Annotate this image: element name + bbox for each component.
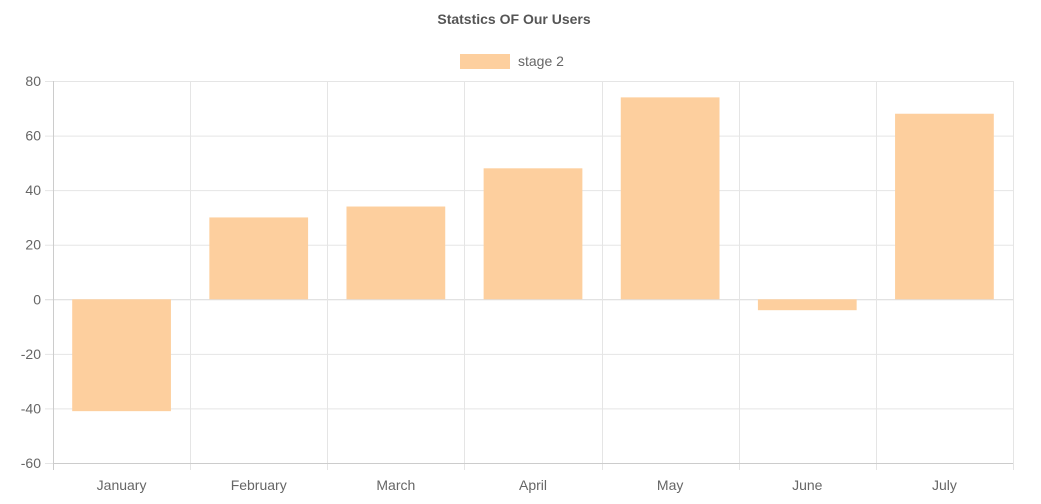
bar-july[interactable] [895,113,994,300]
y-tick-label: -40 [21,400,41,416]
x-tick-label: May [657,477,683,493]
bar-june[interactable] [757,299,857,311]
legend-swatch [460,54,510,69]
y-tick-label: -20 [21,346,41,362]
y-tick-label: -60 [21,455,41,471]
bars [72,97,994,412]
legend-label: stage 2 [518,53,564,69]
x-tick-label: July [932,477,957,493]
x-tick-label: February [231,477,287,493]
x-tick-label: April [519,477,547,493]
y-tick-label: 0 [33,291,41,307]
y-tick-label: 40 [25,182,41,198]
bar-february[interactable] [209,217,309,300]
x-tick-label: June [792,477,823,493]
bar-january[interactable] [72,299,171,412]
y-tick-label: 60 [25,128,41,144]
bar-may[interactable] [620,97,720,300]
y-tick-label: 20 [25,237,41,253]
y-axis: 80 60 40 20 0 -20 -40 -60 [21,73,41,471]
x-tick-label: March [376,477,415,493]
x-tick-label: January [97,477,147,493]
x-axis: January February March April May June July [97,477,957,493]
legend[interactable]: stage 2 [460,53,564,69]
bar-march[interactable] [346,206,446,300]
chart-title: Statstics OF Our Users [437,11,590,27]
grid-lines [45,81,1014,470]
y-tick-label: 80 [25,73,41,89]
bar-april[interactable] [483,168,583,300]
